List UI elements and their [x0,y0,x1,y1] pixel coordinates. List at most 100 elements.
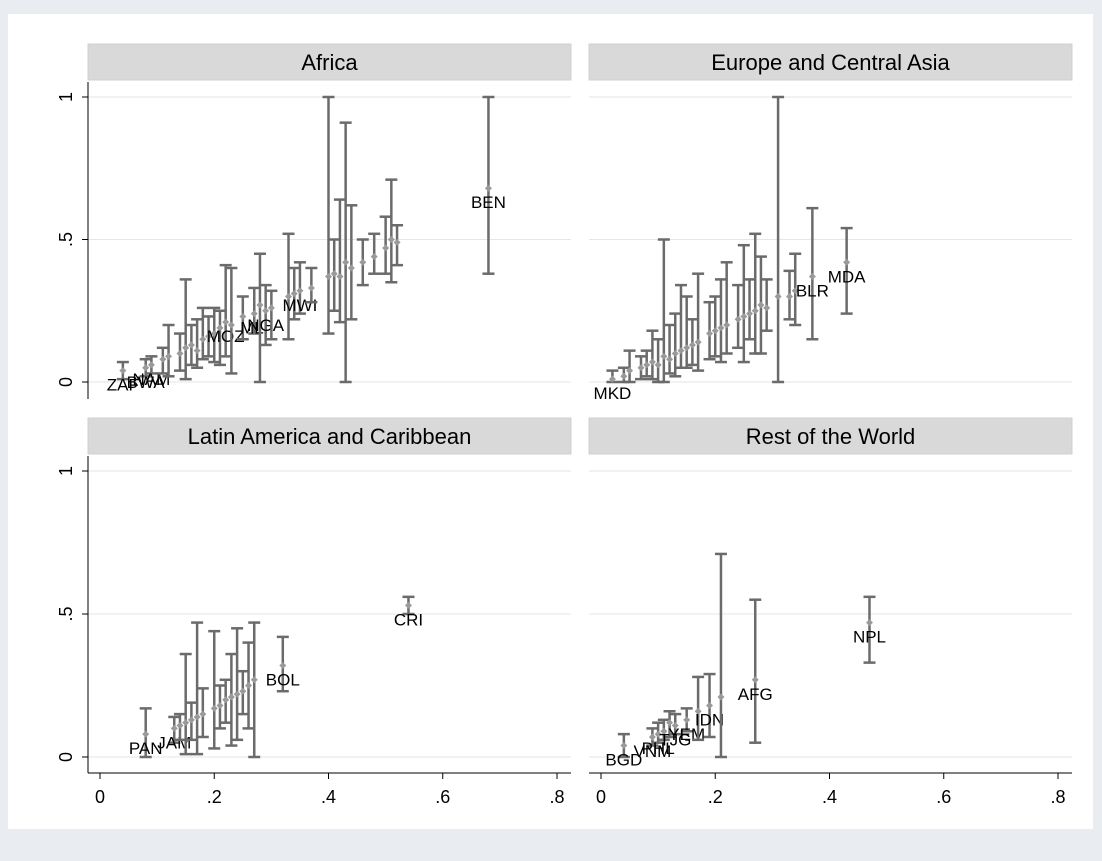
point-label: JAM [157,733,191,752]
data-point [119,367,127,375]
data-point [671,350,679,357]
data-point [159,355,167,363]
point-label: MWI [282,296,317,315]
x-tick-label: .2 [708,787,723,807]
data-point [717,324,725,332]
data-point [666,719,674,727]
data-point [382,244,390,252]
data-point [142,730,150,738]
data-point [694,338,702,346]
data-point [279,661,287,669]
data-point [290,290,298,298]
point-label: BEN [471,193,506,212]
point-label: MKD [594,384,632,403]
data-point [774,293,782,300]
data-point [751,676,759,684]
data-point [216,324,224,332]
data-point [193,347,201,355]
data-point [359,258,367,266]
point-label: BWA [127,373,166,392]
data-point [666,355,674,363]
data-point [751,307,759,315]
data-point [239,312,247,320]
y-tick-label: 1 [56,466,76,476]
y-tick-label: .5 [56,606,76,621]
data-point [763,304,771,312]
y-tick-label: 0 [56,377,76,387]
data-point [608,375,616,383]
y-tick-label: 1 [56,92,76,102]
data-point [370,253,378,261]
data-point [660,727,668,735]
data-point [683,344,691,352]
data-point [233,690,241,698]
x-tick-label: .4 [822,787,837,807]
data-point [210,704,218,712]
data-point [711,327,719,335]
x-tick-label: .2 [207,787,222,807]
data-point [740,312,748,320]
data-point [336,273,344,281]
data-point [746,310,754,318]
facet-title: Latin America and Caribbean [188,424,472,449]
point-label: VNM [634,742,672,761]
data-point [250,310,258,318]
data-point [393,238,401,246]
data-point [170,724,178,732]
data-point [182,344,190,352]
data-point [648,733,656,741]
data-point [660,352,668,360]
data-point [165,352,173,360]
data-point [717,693,725,701]
facet-title: Rest of the World [746,424,916,449]
point-label: BOL [266,670,300,689]
data-point [654,730,662,738]
facet-strip [588,417,1073,455]
data-point [239,687,247,695]
point-label: IDN [695,711,724,730]
data-point [210,330,218,338]
data-point [222,696,230,704]
data-point [404,601,412,609]
data-point [267,304,275,312]
data-point [216,702,224,710]
point-label: ZAF [107,376,139,395]
data-point [142,364,150,372]
data-point [688,341,696,349]
data-point [250,676,258,684]
data-point [865,619,873,627]
data-point [342,258,350,266]
point-label: BLR [796,282,829,301]
point-label: MDA [828,267,866,286]
data-point [484,184,492,192]
data-point [227,693,235,701]
data-point [222,318,230,326]
facet-strip [87,417,572,455]
data-point [706,702,714,710]
data-point [256,301,264,309]
facet-panel: Rest of the World0.2.4.6.8BGDVNMPHLTJGYE… [588,417,1073,807]
x-tick-label: .8 [1050,787,1065,807]
facet-strip [87,43,572,81]
point-label: PAN [129,739,163,758]
data-point [843,258,851,266]
data-point [654,361,662,369]
x-tick-label: .6 [936,787,951,807]
data-point [176,722,184,730]
data-point [387,236,395,243]
x-tick-label: .6 [435,787,450,807]
data-point [199,335,207,343]
facet-panel: Latin America and Caribbean 0 .5 1 0 .2 .4 .6 .8… [56,417,572,807]
point-label: MOZ [207,327,245,346]
data-point [187,716,195,724]
point-label: BGD [605,751,642,770]
data-point [147,361,155,369]
data-point [182,719,190,727]
data-point [176,350,184,357]
data-point [307,284,315,292]
facet-title: Europe and Central Asia [711,50,950,75]
